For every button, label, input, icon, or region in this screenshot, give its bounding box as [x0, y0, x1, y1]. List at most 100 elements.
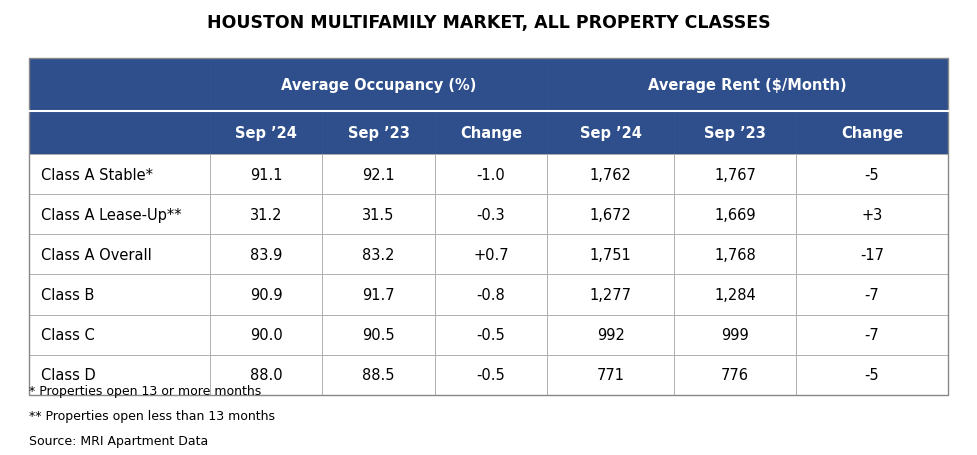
Text: Class C: Class C: [41, 328, 95, 342]
Text: Average Rent ($/Month): Average Rent ($/Month): [648, 78, 847, 93]
Text: 1,751: 1,751: [590, 248, 631, 262]
FancyBboxPatch shape: [29, 111, 210, 155]
Text: -7: -7: [865, 288, 879, 302]
Text: 92.1: 92.1: [362, 167, 395, 182]
FancyBboxPatch shape: [674, 111, 796, 155]
FancyBboxPatch shape: [796, 275, 948, 315]
Text: 88.0: 88.0: [250, 368, 282, 382]
FancyBboxPatch shape: [322, 155, 435, 195]
Text: 1,672: 1,672: [590, 207, 631, 222]
FancyBboxPatch shape: [547, 355, 674, 395]
Text: 90.5: 90.5: [362, 328, 395, 342]
Text: -0.5: -0.5: [477, 368, 505, 382]
FancyBboxPatch shape: [674, 315, 796, 355]
FancyBboxPatch shape: [674, 155, 796, 195]
Text: -0.8: -0.8: [477, 288, 505, 302]
FancyBboxPatch shape: [435, 155, 547, 195]
Text: * Properties open 13 or more months: * Properties open 13 or more months: [29, 384, 262, 398]
FancyBboxPatch shape: [210, 111, 322, 155]
FancyBboxPatch shape: [322, 275, 435, 315]
FancyBboxPatch shape: [796, 315, 948, 355]
FancyBboxPatch shape: [210, 235, 322, 275]
Text: HOUSTON MULTIFAMILY MARKET, ALL PROPERTY CLASSES: HOUSTON MULTIFAMILY MARKET, ALL PROPERTY…: [207, 14, 770, 31]
Text: -1.0: -1.0: [477, 167, 505, 182]
FancyBboxPatch shape: [29, 59, 210, 111]
FancyBboxPatch shape: [322, 195, 435, 235]
Text: -0.3: -0.3: [477, 207, 505, 222]
Text: Average Occupancy (%): Average Occupancy (%): [281, 78, 476, 93]
FancyBboxPatch shape: [29, 235, 210, 275]
Text: 83.2: 83.2: [362, 248, 395, 262]
Text: 1,277: 1,277: [590, 288, 631, 302]
Text: -0.5: -0.5: [477, 328, 505, 342]
Text: 91.1: 91.1: [250, 167, 282, 182]
Text: 83.9: 83.9: [250, 248, 282, 262]
FancyBboxPatch shape: [547, 275, 674, 315]
FancyBboxPatch shape: [210, 355, 322, 395]
FancyBboxPatch shape: [322, 111, 435, 155]
Text: Class A Lease-Up**: Class A Lease-Up**: [41, 207, 182, 222]
Text: -17: -17: [860, 248, 884, 262]
FancyBboxPatch shape: [435, 315, 547, 355]
Text: 1,762: 1,762: [590, 167, 631, 182]
Text: -5: -5: [865, 368, 879, 382]
Text: 1,767: 1,767: [714, 167, 756, 182]
FancyBboxPatch shape: [29, 275, 210, 315]
Text: Class D: Class D: [41, 368, 96, 382]
Text: Change: Change: [460, 126, 522, 141]
Text: Sep ’24: Sep ’24: [235, 126, 297, 141]
FancyBboxPatch shape: [796, 155, 948, 195]
Text: 88.5: 88.5: [362, 368, 395, 382]
FancyBboxPatch shape: [435, 275, 547, 315]
FancyBboxPatch shape: [547, 315, 674, 355]
Text: 776: 776: [721, 368, 749, 382]
Text: +3: +3: [862, 207, 882, 222]
Text: Change: Change: [841, 126, 903, 141]
Text: 1,284: 1,284: [714, 288, 756, 302]
Text: +0.7: +0.7: [473, 248, 509, 262]
FancyBboxPatch shape: [547, 59, 948, 111]
Text: Class A Stable*: Class A Stable*: [41, 167, 153, 182]
Text: 31.2: 31.2: [250, 207, 282, 222]
FancyBboxPatch shape: [322, 315, 435, 355]
FancyBboxPatch shape: [29, 355, 210, 395]
FancyBboxPatch shape: [547, 235, 674, 275]
FancyBboxPatch shape: [796, 111, 948, 155]
FancyBboxPatch shape: [435, 195, 547, 235]
FancyBboxPatch shape: [210, 155, 322, 195]
FancyBboxPatch shape: [322, 235, 435, 275]
Text: 1,669: 1,669: [714, 207, 756, 222]
FancyBboxPatch shape: [547, 195, 674, 235]
Text: 771: 771: [597, 368, 624, 382]
Text: -7: -7: [865, 328, 879, 342]
Text: 992: 992: [597, 328, 624, 342]
Text: 90.0: 90.0: [250, 328, 282, 342]
FancyBboxPatch shape: [674, 195, 796, 235]
FancyBboxPatch shape: [547, 155, 674, 195]
FancyBboxPatch shape: [210, 315, 322, 355]
Text: 999: 999: [721, 328, 749, 342]
FancyBboxPatch shape: [29, 195, 210, 235]
FancyBboxPatch shape: [210, 275, 322, 315]
Text: 91.7: 91.7: [362, 288, 395, 302]
Text: 31.5: 31.5: [362, 207, 395, 222]
FancyBboxPatch shape: [674, 235, 796, 275]
FancyBboxPatch shape: [29, 315, 210, 355]
Text: -5: -5: [865, 167, 879, 182]
Text: ** Properties open less than 13 months: ** Properties open less than 13 months: [29, 410, 276, 423]
Text: Sep ’23: Sep ’23: [704, 126, 766, 141]
Text: 1,768: 1,768: [714, 248, 756, 262]
FancyBboxPatch shape: [210, 59, 547, 111]
Text: Source: MRI Apartment Data: Source: MRI Apartment Data: [29, 435, 208, 448]
FancyBboxPatch shape: [547, 111, 674, 155]
Text: Sep ’24: Sep ’24: [579, 126, 642, 141]
Text: Class A Overall: Class A Overall: [41, 248, 151, 262]
FancyBboxPatch shape: [796, 235, 948, 275]
FancyBboxPatch shape: [210, 195, 322, 235]
Text: 90.9: 90.9: [250, 288, 282, 302]
FancyBboxPatch shape: [674, 275, 796, 315]
FancyBboxPatch shape: [435, 111, 547, 155]
FancyBboxPatch shape: [435, 355, 547, 395]
Text: Sep ’23: Sep ’23: [348, 126, 409, 141]
FancyBboxPatch shape: [796, 195, 948, 235]
